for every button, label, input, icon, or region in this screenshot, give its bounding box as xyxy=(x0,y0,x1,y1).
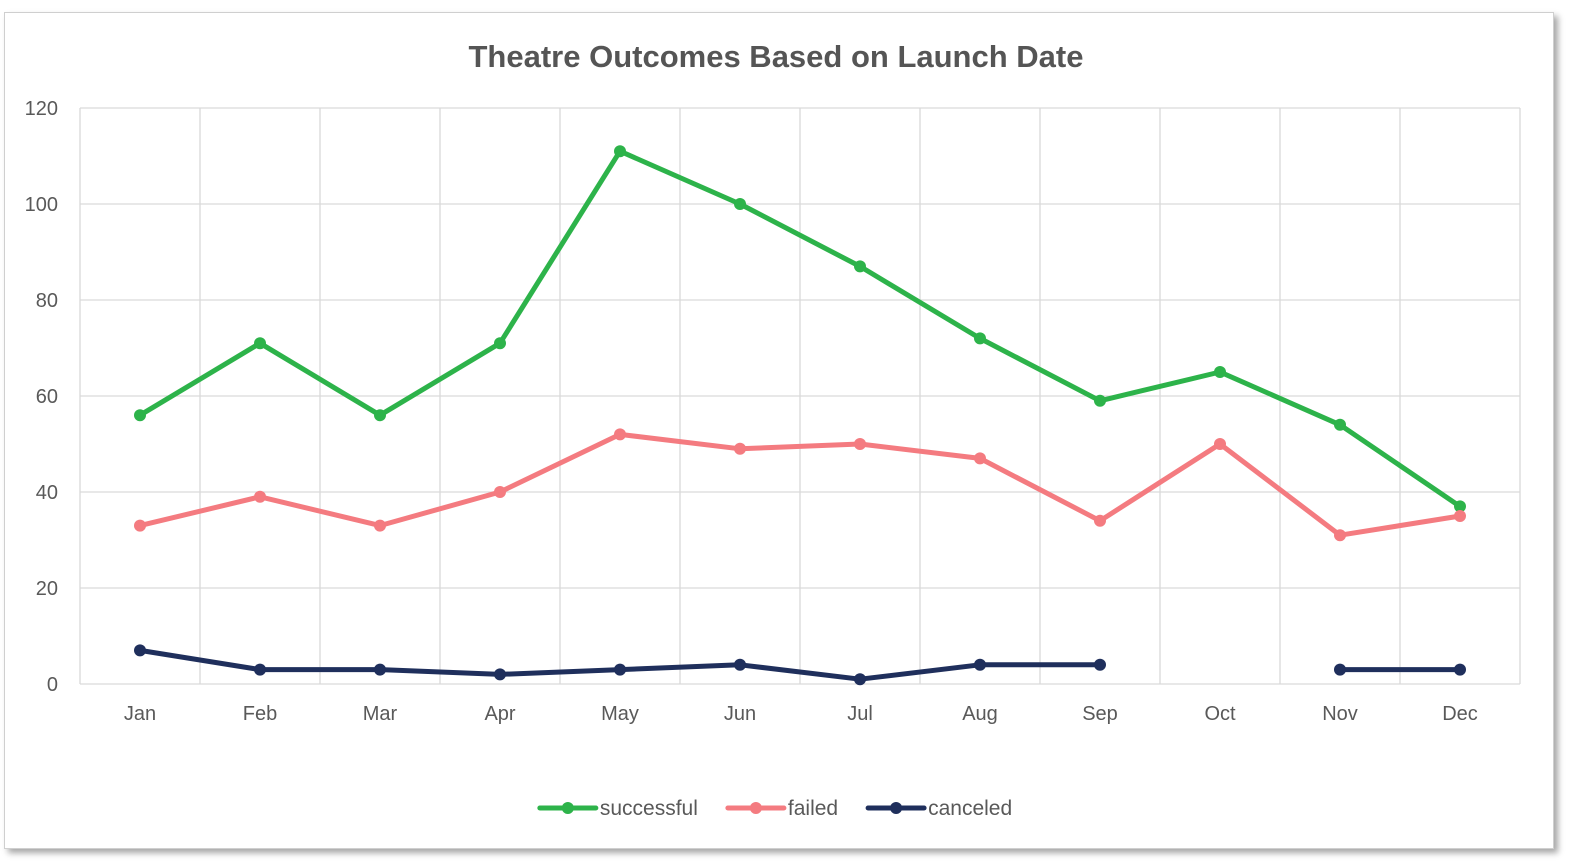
line-chart: Theatre Outcomes Based on Launch Date 0 2… xyxy=(25,39,1521,820)
legend-swatch-marker xyxy=(749,802,762,814)
data-point-failed xyxy=(854,438,866,450)
x-tick-label: Sep xyxy=(1082,703,1118,725)
y-tick-label: 100 xyxy=(25,194,58,216)
data-point-successful xyxy=(1454,500,1466,513)
data-point-successful xyxy=(374,409,386,422)
x-tick-label: Aug xyxy=(962,703,998,725)
x-tick-label: Jan xyxy=(124,703,156,725)
data-point-canceled xyxy=(494,668,506,681)
x-tick-label: Oct xyxy=(1204,703,1236,725)
x-tick-label: Apr xyxy=(484,703,515,725)
data-point-failed xyxy=(974,452,986,465)
legend: successful failed canceled xyxy=(537,797,1012,820)
chart-title: Theatre Outcomes Based on Launch Date xyxy=(469,39,1084,74)
data-point-failed xyxy=(1094,514,1106,527)
data-point-successful xyxy=(1334,418,1346,431)
data-point-canceled xyxy=(854,673,866,686)
legend-item-failed: failed xyxy=(725,797,838,820)
data-point-successful xyxy=(614,145,626,158)
data-point-canceled xyxy=(1454,663,1466,676)
legend-swatch-marker xyxy=(561,802,574,814)
y-tick-label: 60 xyxy=(36,386,58,408)
series-failed xyxy=(134,428,1466,542)
data-point-canceled xyxy=(1334,663,1346,676)
legend-swatch-marker xyxy=(890,802,903,814)
x-axis-ticks: Jan Feb Mar Apr May Jun Jul Aug Sep Oct Nov Dec xyxy=(124,703,1478,725)
series-lines xyxy=(134,145,1466,686)
legend-label: successful xyxy=(600,797,698,820)
y-tick-label: 0 xyxy=(47,674,58,696)
data-point-successful xyxy=(494,337,506,350)
data-point-canceled xyxy=(254,663,266,676)
data-point-canceled xyxy=(1094,658,1106,671)
data-point-successful xyxy=(1094,394,1106,407)
data-point-failed xyxy=(1454,510,1466,522)
data-point-failed xyxy=(374,519,386,532)
data-point-canceled xyxy=(734,658,746,671)
series-line-successful xyxy=(137,148,1463,509)
y-axis-ticks: 0 20 40 60 80 100 120 xyxy=(25,98,58,696)
y-tick-label: 120 xyxy=(25,98,58,120)
series-canceled xyxy=(134,644,1466,686)
legend-item-canceled: canceled xyxy=(865,797,1012,820)
data-point-failed xyxy=(1334,529,1346,542)
chart-frame: Theatre Outcomes Based on Launch Date 0 2… xyxy=(4,12,1554,849)
data-point-successful xyxy=(734,198,746,210)
data-point-failed xyxy=(494,486,506,498)
x-tick-label: Jul xyxy=(847,703,873,725)
y-tick-label: 40 xyxy=(36,482,58,504)
data-point-canceled xyxy=(134,644,146,657)
data-point-successful xyxy=(134,409,146,422)
legend-item-successful: successful xyxy=(537,797,698,820)
data-point-canceled xyxy=(374,663,386,676)
x-tick-label: Jun xyxy=(724,703,756,725)
series-successful xyxy=(134,145,1466,513)
data-point-failed xyxy=(1214,438,1226,450)
data-point-successful xyxy=(974,332,986,345)
legend-label: failed xyxy=(788,797,838,820)
x-tick-label: Mar xyxy=(363,703,398,725)
data-point-failed xyxy=(134,519,146,532)
data-point-successful xyxy=(254,337,266,350)
x-tick-label: Dec xyxy=(1442,703,1478,725)
data-point-failed xyxy=(254,490,266,503)
y-tick-label: 80 xyxy=(36,290,58,312)
data-point-successful xyxy=(1214,366,1226,378)
data-point-successful xyxy=(854,260,866,273)
gridlines xyxy=(79,107,1521,685)
data-point-failed xyxy=(614,428,626,441)
legend-label: canceled xyxy=(928,797,1012,820)
data-point-failed xyxy=(734,442,746,455)
data-point-canceled xyxy=(974,658,986,671)
x-tick-label: Feb xyxy=(243,703,277,725)
x-tick-label: May xyxy=(601,703,639,725)
y-tick-label: 20 xyxy=(36,578,58,600)
series-line-failed xyxy=(137,431,1463,538)
data-point-canceled xyxy=(614,663,626,676)
x-tick-label: Nov xyxy=(1322,703,1358,725)
